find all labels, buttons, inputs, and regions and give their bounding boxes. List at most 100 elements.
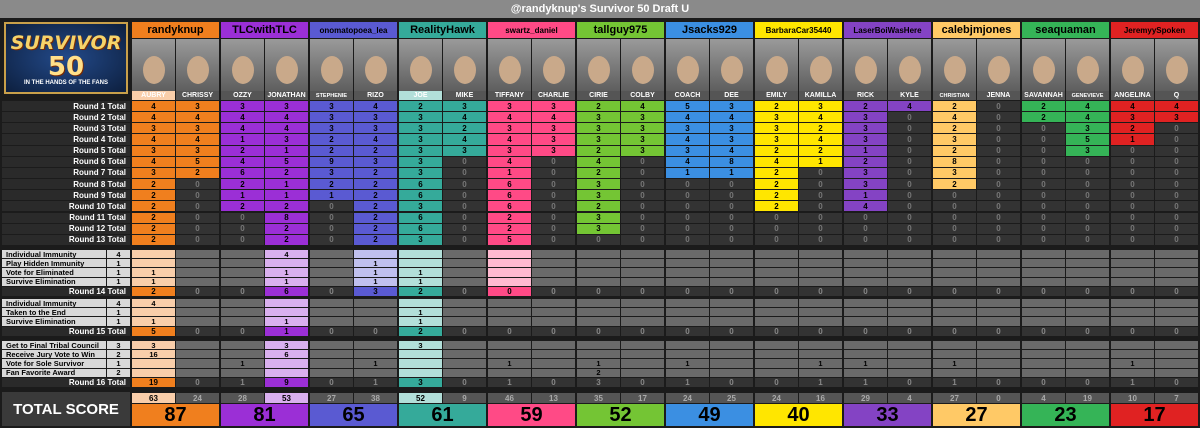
round-score: 0 [221, 212, 264, 223]
player-name: CHRISSY [176, 91, 219, 100]
section-total: 0 [666, 286, 709, 296]
category-score [265, 359, 308, 368]
team-name: swartz_daniel [488, 22, 575, 38]
round-score: 0 [443, 167, 486, 179]
round-score: 3 [443, 145, 486, 156]
round-score: 8 [710, 156, 753, 167]
category-score [755, 317, 798, 326]
category-score [1155, 259, 1198, 268]
category-score [443, 299, 486, 308]
category-score [443, 317, 486, 326]
round-score: 2 [354, 201, 397, 212]
round-score: 0 [755, 223, 798, 234]
round-score: 1 [265, 190, 308, 201]
round-score: 3 [532, 145, 575, 156]
round-score: 3 [1155, 112, 1198, 123]
round-score: 0 [443, 212, 486, 223]
section-total: 0 [888, 286, 931, 296]
round-score: 0 [1155, 212, 1198, 223]
round-score: 0 [310, 234, 353, 245]
section-total: 0 [354, 326, 397, 336]
round-score: 3 [710, 134, 753, 145]
round-score: 3 [577, 134, 620, 145]
category-label: Vote for Sole Survivor [2, 359, 106, 368]
team-total: 27 [933, 404, 1020, 426]
player-total: 63 [132, 393, 175, 403]
category-score: 2 [577, 368, 620, 377]
photo-face [142, 56, 165, 84]
category-score [666, 277, 709, 286]
category-score [755, 268, 798, 277]
round-score: 4 [488, 156, 531, 167]
category-score [176, 299, 219, 308]
section-total: 0 [799, 326, 842, 336]
category-score [1022, 250, 1065, 259]
section-total: 3 [354, 286, 397, 296]
category-score [221, 308, 264, 317]
category-label: Individual Immunity [2, 299, 106, 308]
photo-face [943, 56, 966, 84]
round-score: 0 [621, 234, 664, 245]
category-score [532, 299, 575, 308]
category-score [354, 250, 397, 259]
category-score [844, 268, 887, 277]
player-total: 29 [844, 393, 887, 403]
round-score: 3 [399, 201, 442, 212]
round-score: 0 [977, 123, 1020, 134]
category-score [488, 250, 531, 259]
round-score: 0 [1022, 190, 1065, 201]
category-score [710, 350, 753, 359]
round-score: 0 [888, 156, 931, 167]
round-score: 2 [399, 101, 442, 112]
section-total: 0 [844, 286, 887, 296]
round-score: 4 [488, 112, 531, 123]
round-score: 0 [844, 223, 887, 234]
category-score [710, 341, 753, 350]
section-total: 0 [933, 326, 976, 336]
round-score: 3 [488, 123, 531, 134]
round-score: 0 [1022, 123, 1065, 134]
round-score: 4 [755, 156, 798, 167]
category-score [532, 308, 575, 317]
round-score: 3 [176, 101, 219, 112]
category-score [399, 350, 442, 359]
round-score: 3 [399, 234, 442, 245]
round-score: 0 [977, 167, 1020, 179]
category-score [621, 277, 664, 286]
player-photo [488, 39, 531, 91]
round-score: 3 [221, 101, 264, 112]
category-score [666, 299, 709, 308]
category-score [132, 308, 175, 317]
round-score: 2 [488, 223, 531, 234]
category-score [1022, 299, 1065, 308]
category-score [532, 317, 575, 326]
section-total: 3 [399, 377, 442, 387]
category-score [888, 359, 931, 368]
category-score [1155, 341, 1198, 350]
section-total: 0 [710, 377, 753, 387]
round-score: 3 [132, 145, 175, 156]
round-score: 0 [221, 223, 264, 234]
round-score: 0 [755, 234, 798, 245]
category-score [977, 308, 1020, 317]
round-score: 2 [799, 145, 842, 156]
category-score [443, 268, 486, 277]
round-score: 0 [977, 201, 1020, 212]
player-photo [666, 39, 709, 91]
round-score: 4 [710, 145, 753, 156]
category-score [666, 341, 709, 350]
category-score [933, 259, 976, 268]
category-score: 4 [265, 250, 308, 259]
category-label: Survive Elimination [2, 317, 106, 326]
round-score: 0 [1022, 134, 1065, 145]
team-total: 81 [221, 404, 308, 426]
round-score: 4 [132, 112, 175, 123]
round-score: 4 [176, 134, 219, 145]
round-score: 1 [265, 179, 308, 190]
round-score: 0 [1066, 223, 1109, 234]
round-score: 4 [532, 112, 575, 123]
round-score: 0 [176, 179, 219, 190]
round-label: Round 6 Total [2, 156, 130, 167]
team-total: 49 [666, 404, 753, 426]
category-score [1066, 368, 1109, 377]
